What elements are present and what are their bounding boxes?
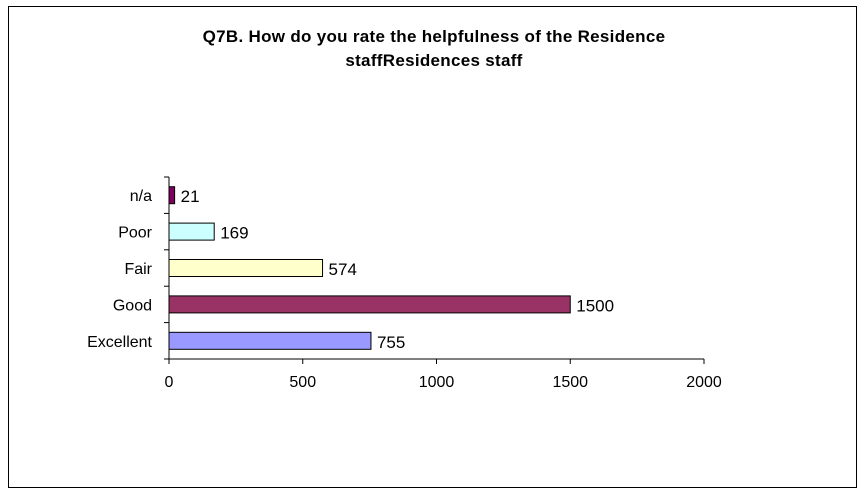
data-label: 169 — [220, 224, 248, 243]
bar — [168, 295, 571, 314]
chart-title: Q7B. How do you rate the helpfulness of … — [69, 25, 799, 73]
chart-labels: 0 500 1000 1500 2000 n/a 21 Poor 169 Fair 574 Good 1… — [87, 187, 722, 391]
bar — [168, 259, 324, 277]
bar — [168, 331, 372, 350]
category-label: Good — [113, 297, 152, 314]
x-tick-label: 1500 — [552, 374, 588, 391]
chart-frame: Q7B. How do you rate the helpfulness of … — [8, 6, 857, 488]
chart-title-line-1: Q7B. How do you rate the helpfulness of … — [202, 27, 666, 46]
data-label: 1500 — [576, 296, 614, 315]
x-tick-label: 500 — [289, 374, 316, 391]
category-label: n/a — [130, 188, 152, 205]
chart-title-line-2: staffResidences staff — [345, 51, 523, 70]
x-tick-label: 1000 — [419, 374, 455, 391]
data-label: 755 — [377, 333, 405, 352]
data-label: 21 — [181, 187, 200, 206]
x-tick-label: 2000 — [686, 374, 722, 391]
chart-bars — [168, 186, 571, 350]
data-label: 574 — [329, 260, 357, 279]
category-label: Excellent — [87, 334, 152, 351]
bar — [168, 186, 176, 205]
x-tick-label: 0 — [165, 374, 174, 391]
bar — [168, 222, 215, 241]
chart-axes — [164, 176, 705, 364]
category-label: Fair — [124, 261, 152, 278]
category-label: Poor — [118, 225, 152, 242]
